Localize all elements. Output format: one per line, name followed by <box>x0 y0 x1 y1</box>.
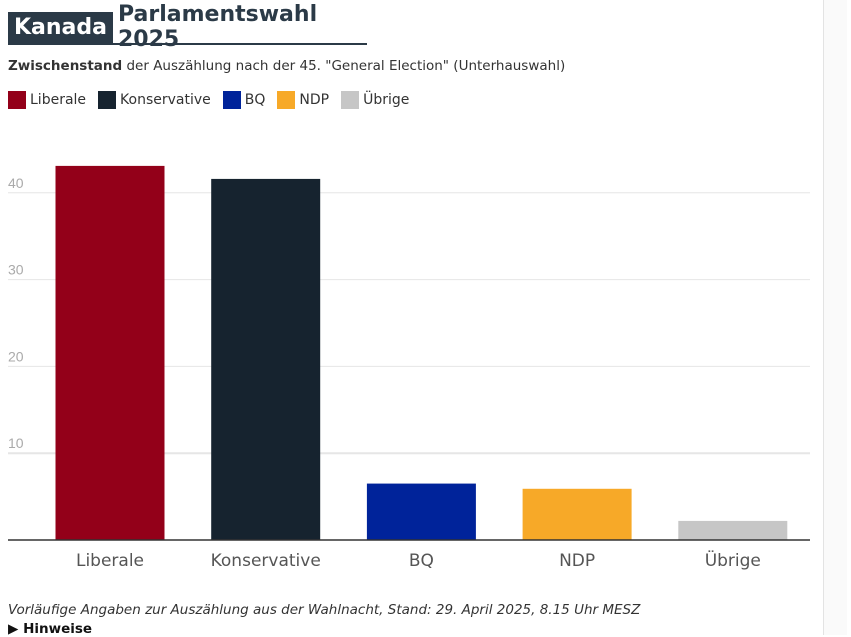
scrollbar[interactable] <box>823 0 847 635</box>
hinweise-toggle[interactable]: ▶ Hinweise <box>8 621 92 637</box>
x-tick-label: Liberale <box>76 551 144 571</box>
title-text: Parlamentswahl 2025 <box>118 2 318 52</box>
x-tick-label: Konservative <box>211 551 321 571</box>
legend-item: Liberale <box>8 91 86 109</box>
legend-label: Übrige <box>363 92 410 108</box>
legend-item: BQ <box>222 91 266 109</box>
footnote: Vorläufige Angaben zur Auszählung aus de… <box>8 602 641 618</box>
subtitle-rest: der Auszählung nach der 45. "General Ele… <box>122 58 566 74</box>
legend-item: Konservative <box>98 91 211 109</box>
y-tick-label: 10 <box>8 435 24 451</box>
legend-item: NDP <box>277 91 329 109</box>
legend: Liberale Konservative BQ NDP Übrige <box>8 91 409 109</box>
legend-label: Konservative <box>120 92 211 108</box>
bar-chart: 10 20 30 40 Liberale Konservative BQ NDP Übrige <box>8 165 810 571</box>
x-tick-label: NDP <box>559 551 595 571</box>
y-tick-label: 20 <box>8 348 24 364</box>
bar-übrige <box>678 520 788 540</box>
legend-swatch <box>222 91 241 109</box>
triangle-right-icon: ▶ <box>8 621 19 637</box>
chart-title: Kanada Parlamentswahl 2025 <box>8 2 367 52</box>
subtitle: Zwischenstand der Auszählung nach der 45… <box>8 58 565 74</box>
x-tick-label: Übrige <box>705 549 761 571</box>
bar-ndp <box>522 488 632 540</box>
bar-bq <box>366 483 476 540</box>
y-tick-label: 40 <box>8 175 24 191</box>
legend-item: Übrige <box>341 91 409 109</box>
legend-swatch <box>277 91 296 109</box>
legend-label: BQ <box>244 92 266 108</box>
bar-konservative <box>211 178 321 541</box>
hinweise-label: Hinweise <box>23 621 93 637</box>
subtitle-bold: Zwischenstand <box>8 58 123 74</box>
country-label: Kanada <box>8 11 113 43</box>
legend-label: Liberale <box>30 92 87 108</box>
bar-liberale <box>55 165 165 540</box>
legend-swatch <box>8 91 26 109</box>
legend-label: NDP <box>299 92 330 108</box>
y-tick-label: 30 <box>8 262 24 278</box>
legend-swatch <box>341 91 360 109</box>
legend-swatch <box>98 91 117 109</box>
x-tick-label: BQ <box>409 551 434 571</box>
